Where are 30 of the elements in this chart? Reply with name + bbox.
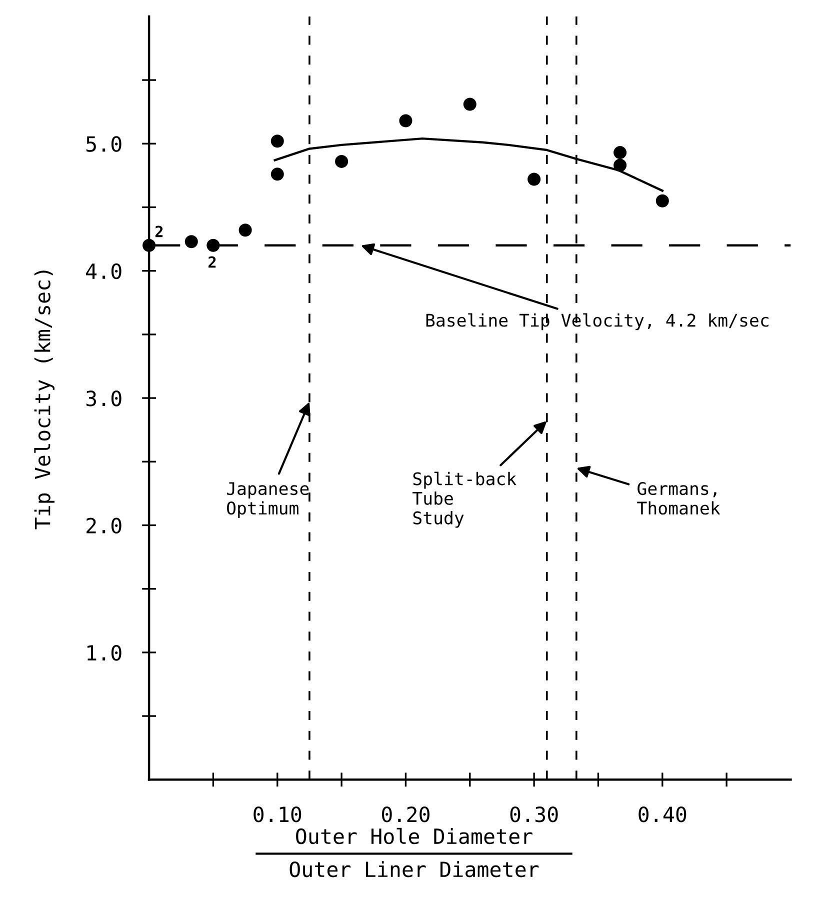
x-axis-title: Outer Hole Diameter Outer Liner Diameter	[290, 828, 539, 878]
y-tick-label: 5.0	[86, 136, 122, 152]
x-tick-label: 0.40	[638, 806, 686, 822]
y-tick-label: 4.0	[86, 263, 122, 280]
y-axis-title: Tip Velocity (km/sec)	[34, 270, 54, 530]
point	[463, 98, 476, 111]
point	[270, 134, 284, 148]
ref-line-label: Japanese Optimum	[226, 482, 309, 518]
y-tick-label: 1.0	[88, 644, 122, 661]
ref-line-label: Germans, Thomanek	[637, 482, 720, 515]
ref-line-label: Split-back Tube Study	[412, 472, 516, 528]
point	[184, 235, 198, 248]
point	[614, 146, 627, 160]
point	[614, 158, 627, 172]
point	[656, 194, 669, 208]
y-tick-label: 2.0	[86, 518, 122, 534]
point	[142, 238, 156, 252]
ref-line-label: Baseline Tip Velocity, 4.2 km/sec	[426, 313, 768, 330]
point	[206, 238, 220, 252]
x-tick-label: 0.10	[254, 806, 302, 822]
point	[335, 154, 348, 168]
y-tick-label: 3.0	[86, 390, 122, 406]
x-tick-label: 0.20	[382, 806, 430, 822]
point	[399, 114, 412, 128]
point	[528, 172, 541, 186]
point	[238, 224, 252, 237]
point	[270, 168, 284, 181]
annotation: 2	[155, 226, 163, 238]
x-tick-label: 0.30	[510, 806, 558, 822]
annotation: 2	[208, 256, 216, 268]
